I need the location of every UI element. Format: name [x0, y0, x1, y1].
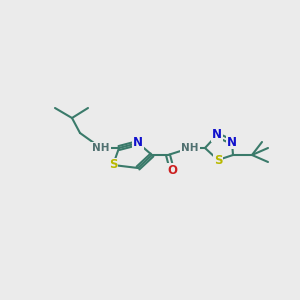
Text: NH: NH: [92, 143, 110, 153]
Text: N: N: [133, 136, 143, 149]
Text: S: S: [109, 158, 117, 172]
Text: NH: NH: [181, 143, 199, 153]
Text: O: O: [167, 164, 177, 176]
Text: N: N: [212, 128, 222, 142]
Text: S: S: [214, 154, 222, 166]
Text: N: N: [227, 136, 237, 148]
